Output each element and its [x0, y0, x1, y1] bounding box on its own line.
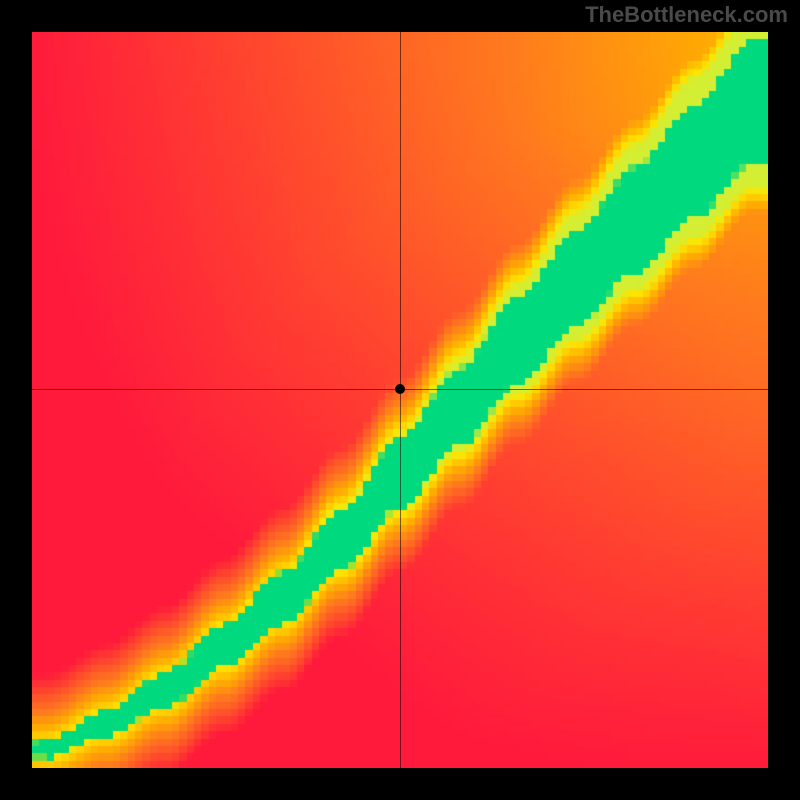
chart-frame: TheBottleneck.com	[0, 0, 800, 800]
crosshair-vertical	[400, 32, 401, 768]
crosshair-point	[395, 384, 405, 394]
plot-area	[32, 32, 768, 768]
watermark-text: TheBottleneck.com	[585, 2, 788, 28]
